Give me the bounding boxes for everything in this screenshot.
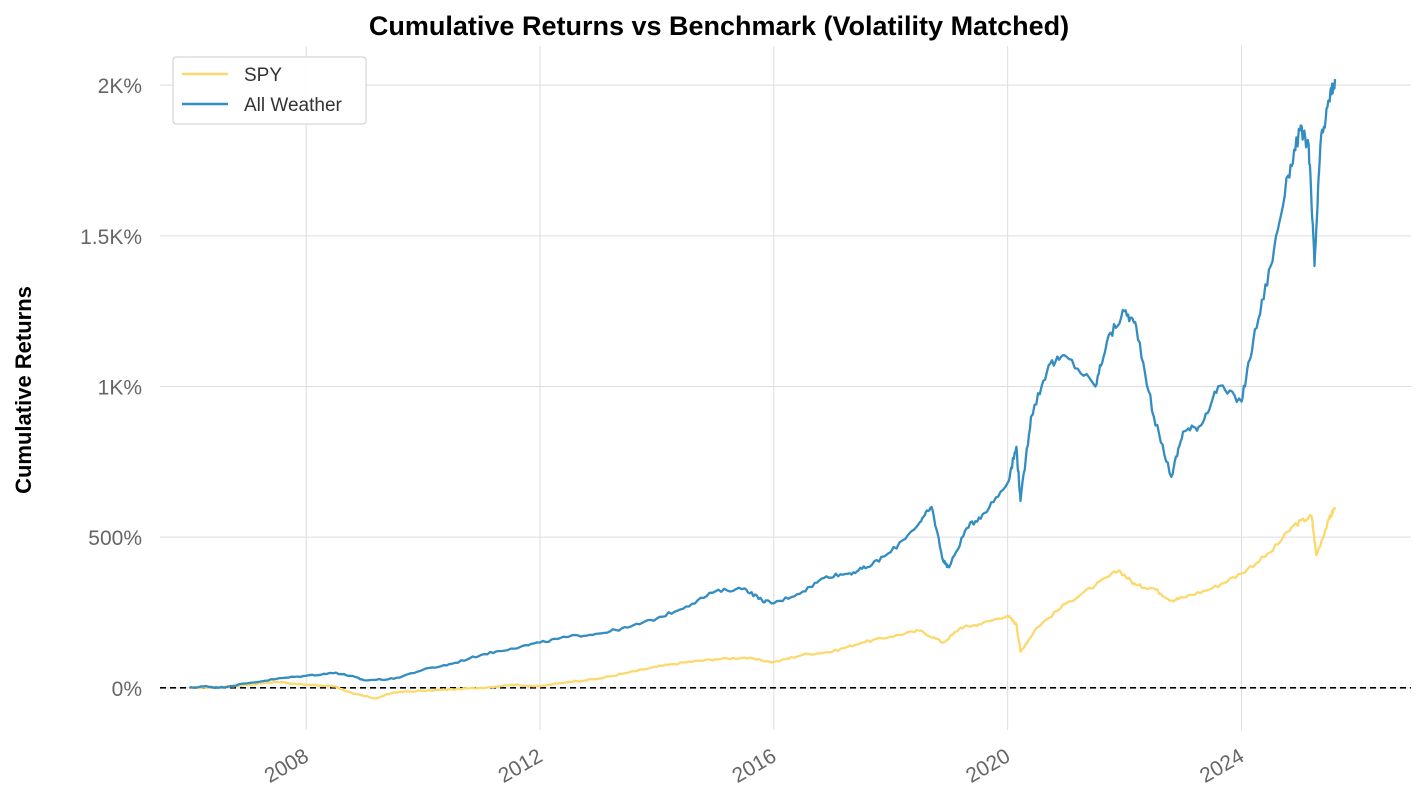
legend-label-all-weather: All Weather xyxy=(244,95,343,116)
y-tick-label: 2K% xyxy=(98,75,142,98)
y-tick-label: 500% xyxy=(88,527,142,550)
legend: SPY All Weather xyxy=(172,56,367,125)
legend-label-spy: SPY xyxy=(244,65,282,86)
y-tick-label: 1K% xyxy=(98,376,142,399)
chart-title: Cumulative Returns vs Benchmark (Volatil… xyxy=(369,11,1069,41)
series-layer xyxy=(188,79,1337,700)
grid-layer xyxy=(160,46,1411,730)
series-line-all-weather xyxy=(188,79,1337,690)
y-tick-label: 0% xyxy=(112,678,142,701)
y-tick-label: 1.5K% xyxy=(80,226,142,249)
series-line-spy xyxy=(189,506,1337,700)
y-axis-label: Cumulative Returns xyxy=(11,286,36,494)
